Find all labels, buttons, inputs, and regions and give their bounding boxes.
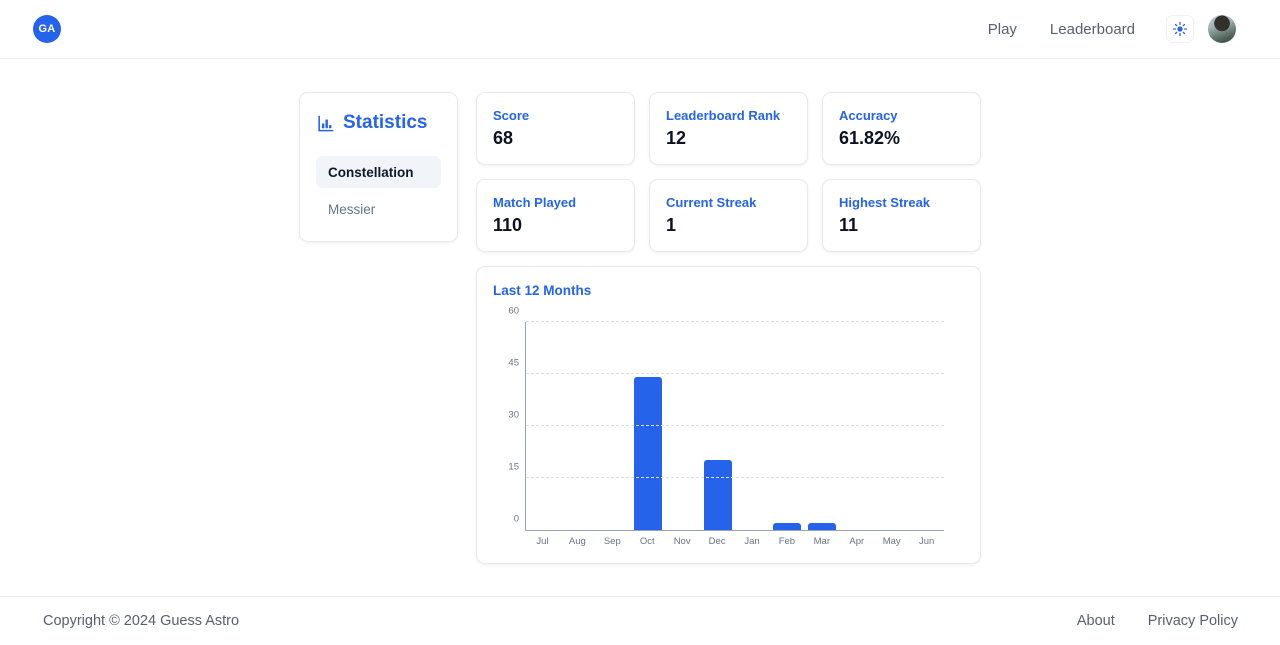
stat-label: Current Streak	[666, 195, 757, 210]
chart-card: Last 12 Months 0 15 30 45 60 Jul Aug Sep Oct Nov…	[476, 266, 981, 564]
gridline-15	[526, 477, 944, 478]
x-tick-label-oct: Oct	[639, 536, 655, 547]
stat-label: Accuracy	[839, 108, 898, 123]
nav-link-leaderboard[interactable]: Leaderboard	[1049, 20, 1135, 38]
chart-title: Last 12 Months	[493, 283, 592, 298]
bar-slot-feb	[770, 523, 805, 530]
copyright-text: Copyright © 2024 Guess Astro	[43, 613, 240, 629]
stat-card-current-streak: Current Streak 1	[649, 179, 808, 252]
x-tick-label-feb: Feb	[778, 536, 796, 547]
stat-value: 12	[666, 128, 687, 148]
tab-messier[interactable]: Messier	[328, 201, 376, 217]
stat-card-highest-streak: Highest Streak 11	[822, 179, 981, 252]
x-tick-label-mar: Mar	[813, 536, 831, 547]
footer-link-about[interactable]: About	[1076, 613, 1115, 629]
y-tick-label-30: 30	[508, 409, 519, 421]
top-nav: GA Play Leaderboard	[0, 0, 1280, 59]
statistics-title-text: Statistics	[343, 112, 428, 133]
chart-bars	[526, 322, 944, 530]
gridline-30	[526, 425, 944, 426]
stats-section: Score 68 Leaderboard Rank 12 Accuracy 61.82% M…	[476, 92, 981, 564]
nav-links: Play Leaderboard	[988, 21, 1135, 38]
avatar[interactable]	[1208, 15, 1236, 43]
statistics-panel-title: Statistics	[316, 112, 441, 134]
stat-value: 11	[839, 215, 859, 235]
footer-link-privacy-policy[interactable]: Privacy Policy	[1147, 613, 1238, 629]
nav-link-play[interactable]: Play	[987, 20, 1017, 38]
x-tick-label-jul: Jul	[536, 536, 549, 547]
bar-feb	[773, 523, 802, 530]
stat-card-leaderboard-rank: Leaderboard Rank 12	[649, 92, 808, 165]
x-tick-label-jan: Jan	[744, 536, 760, 547]
stat-label: Match Played	[493, 195, 577, 210]
y-tick-label-60: 60	[508, 305, 519, 317]
bar-mar	[808, 523, 837, 530]
footer-links: About Privacy Policy	[1077, 613, 1238, 629]
statistics-tabs: Constellation Messier	[316, 156, 441, 225]
nav-right: Play Leaderboard	[988, 15, 1236, 43]
tab-constellation[interactable]: Constellation	[316, 156, 441, 188]
gridline-45	[526, 373, 944, 374]
y-tick-label-0: 0	[513, 513, 519, 525]
x-tick-label-aug: Aug	[568, 536, 586, 547]
main-content: Statistics Constellation Messier Score 68 L…	[0, 59, 1280, 596]
stat-label: Leaderboard Rank	[666, 108, 781, 123]
stat-cards-grid: Score 68 Leaderboard Rank 12 Accuracy 61.82% M…	[476, 92, 981, 252]
bar-slot-oct	[630, 377, 665, 530]
y-tick-label-45: 45	[508, 357, 519, 369]
bar-dec	[703, 460, 732, 530]
x-tick-label-jun: Jun	[918, 536, 935, 547]
bar-chart-icon	[316, 114, 335, 133]
stat-label: Highest Streak	[839, 195, 931, 210]
bar-oct	[633, 377, 662, 530]
bar-chart: 0 15 30 45 60 Jul Aug Sep Oct Nov Dec Jan Feb Mar Apr…	[493, 306, 964, 547]
y-tick-label-15: 15	[508, 461, 519, 473]
stat-value: 110	[493, 215, 523, 235]
gridline-60	[526, 321, 944, 322]
x-tick-label-dec: Dec	[708, 536, 726, 547]
footer: Copyright © 2024 Guess Astro About Privac…	[0, 596, 1280, 645]
stat-value: 1	[666, 215, 677, 235]
stat-value: 68	[493, 128, 514, 148]
x-tick-label-apr: Apr	[849, 536, 865, 547]
stat-value: 61.82%	[839, 128, 901, 148]
bar-slot-mar	[805, 523, 840, 530]
stat-card-score: Score 68	[476, 92, 635, 165]
chart-plot-area: 0 15 30 45 60	[508, 306, 944, 531]
sun-icon	[1172, 21, 1188, 37]
app-logo[interactable]: GA	[33, 15, 61, 43]
theme-toggle-button[interactable]	[1166, 15, 1194, 43]
stat-card-accuracy: Accuracy 61.82%	[822, 92, 981, 165]
x-tick-label-nov: Nov	[673, 536, 691, 547]
x-tick-label-may: May	[882, 536, 901, 547]
statistics-panel: Statistics Constellation Messier	[299, 92, 458, 242]
stat-card-match-played: Match Played 110	[476, 179, 635, 252]
x-tick-label-sep: Sep	[603, 536, 621, 547]
stat-label: Score	[493, 108, 530, 123]
bar-slot-dec	[700, 460, 735, 530]
chart-x-axis-labels: Jul Aug Sep Oct Nov Dec Jan Feb Mar Apr May Jun	[525, 536, 944, 547]
